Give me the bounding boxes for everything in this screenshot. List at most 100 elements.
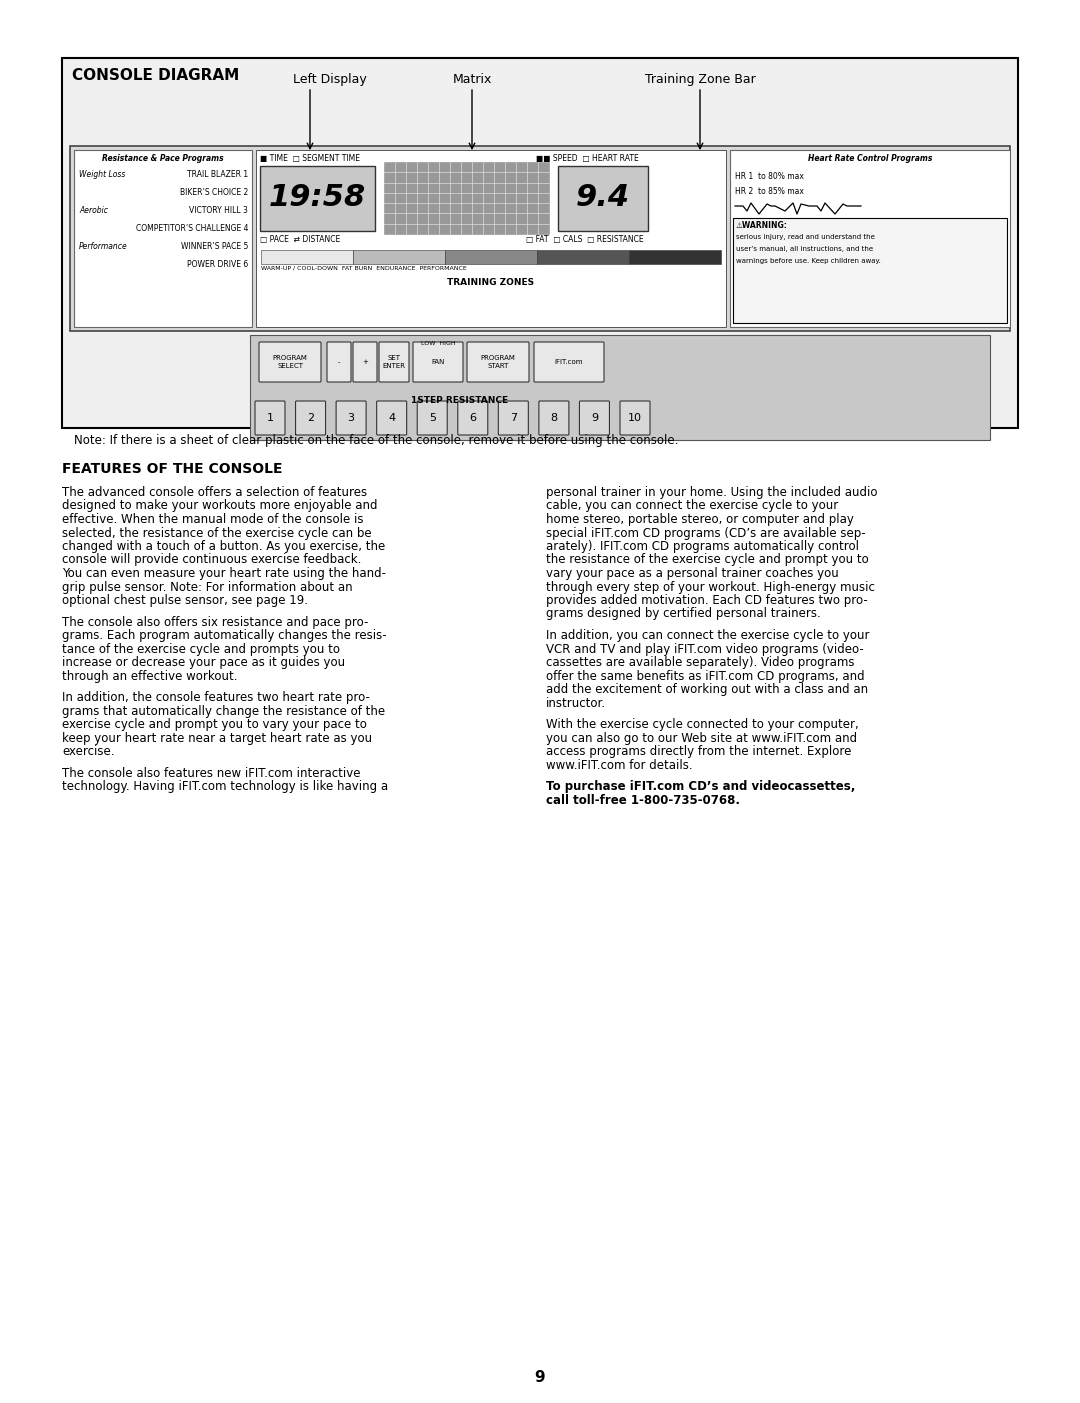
Text: 4: 4: [388, 412, 395, 422]
Text: cable, you can connect the exercise cycle to your: cable, you can connect the exercise cycl…: [546, 499, 838, 512]
Text: □ FAT  □ CALS  □ RESISTANCE: □ FAT □ CALS □ RESISTANCE: [526, 234, 644, 244]
Text: 6: 6: [470, 412, 476, 422]
Bar: [260, 166, 375, 231]
Text: arately). IFIT.com CD programs automatically control: arately). IFIT.com CD programs automatic…: [546, 540, 859, 553]
Text: TRAIL BLAZER 1: TRAIL BLAZER 1: [187, 170, 248, 180]
Text: the resistance of the exercise cycle and prompt you to: the resistance of the exercise cycle and…: [546, 554, 868, 567]
Text: Training Zone Bar: Training Zone Bar: [645, 73, 755, 86]
Text: TRAINING ZONES: TRAINING ZONES: [447, 278, 535, 288]
Text: effective. When the manual mode of the console is: effective. When the manual mode of the c…: [62, 513, 364, 526]
FancyBboxPatch shape: [353, 342, 377, 382]
Text: Weight Loss: Weight Loss: [79, 170, 125, 180]
FancyBboxPatch shape: [580, 401, 609, 435]
Text: PROGRAM
START: PROGRAM START: [481, 355, 515, 369]
Text: LOW  HIGH: LOW HIGH: [421, 341, 456, 347]
Text: PROGRAM
SELECT: PROGRAM SELECT: [272, 355, 308, 369]
Text: keep your heart rate near a target heart rate as you: keep your heart rate near a target heart…: [62, 732, 373, 745]
Text: add the excitement of working out with a class and an: add the excitement of working out with a…: [546, 683, 868, 696]
Text: With the exercise cycle connected to your computer,: With the exercise cycle connected to you…: [546, 718, 859, 731]
FancyBboxPatch shape: [336, 401, 366, 435]
Text: In addition, you can connect the exercise cycle to your: In addition, you can connect the exercis…: [546, 629, 869, 643]
Text: 9.4: 9.4: [576, 184, 630, 212]
Text: 3: 3: [348, 412, 354, 422]
Text: personal trainer in your home. Using the included audio: personal trainer in your home. Using the…: [546, 485, 877, 499]
FancyBboxPatch shape: [327, 342, 351, 382]
Bar: [537, 250, 629, 264]
FancyBboxPatch shape: [498, 401, 528, 435]
Text: special iFIT.com CD programs (CD’s are available sep-: special iFIT.com CD programs (CD’s are a…: [546, 526, 866, 540]
Text: The console also offers six resistance and pace pro-: The console also offers six resistance a…: [62, 616, 368, 629]
Text: ⚠WARNING:: ⚠WARNING:: [735, 222, 788, 230]
Text: optional chest pulse sensor, see page 19.: optional chest pulse sensor, see page 19…: [62, 593, 308, 607]
Text: 2: 2: [307, 412, 314, 422]
Text: 1: 1: [267, 412, 273, 422]
FancyBboxPatch shape: [458, 401, 488, 435]
Text: grams that automatically change the resistance of the: grams that automatically change the resi…: [62, 704, 386, 718]
Text: offer the same benefits as iFIT.com CD programs, and: offer the same benefits as iFIT.com CD p…: [546, 669, 865, 683]
Bar: [629, 250, 721, 264]
Text: vary your pace as a personal trainer coaches you: vary your pace as a personal trainer coa…: [546, 567, 839, 579]
Text: through every step of your workout. High-energy music: through every step of your workout. High…: [546, 581, 875, 593]
Text: grams designed by certified personal trainers.: grams designed by certified personal tra…: [546, 607, 821, 620]
Text: COMPETITOR’S CHALLENGE 4: COMPETITOR’S CHALLENGE 4: [135, 224, 248, 233]
Text: grip pulse sensor. Note: For information about an: grip pulse sensor. Note: For information…: [62, 581, 353, 593]
FancyBboxPatch shape: [413, 342, 463, 382]
Text: The advanced console offers a selection of features: The advanced console offers a selection …: [62, 485, 367, 499]
Text: home stereo, portable stereo, or computer and play: home stereo, portable stereo, or compute…: [546, 513, 854, 526]
Text: provides added motivation. Each CD features two pro-: provides added motivation. Each CD featu…: [546, 593, 867, 607]
Text: console will provide continuous exercise feedback.: console will provide continuous exercise…: [62, 554, 362, 567]
Text: VCR and TV and play iFIT.com video programs (video-: VCR and TV and play iFIT.com video progr…: [546, 643, 864, 655]
Text: cassettes are available separately). Video programs: cassettes are available separately). Vid…: [546, 657, 854, 669]
Text: instructor.: instructor.: [546, 697, 606, 710]
Text: Performance: Performance: [79, 241, 127, 251]
Text: designed to make your workouts more enjoyable and: designed to make your workouts more enjo…: [62, 499, 378, 512]
FancyBboxPatch shape: [377, 401, 407, 435]
Text: 10: 10: [627, 412, 642, 422]
Bar: [249, 335, 990, 441]
Text: Left Display: Left Display: [293, 73, 367, 86]
Text: exercise cycle and prompt you to vary your pace to: exercise cycle and prompt you to vary yo…: [62, 718, 367, 731]
FancyBboxPatch shape: [620, 401, 650, 435]
Text: VICTORY HILL 3: VICTORY HILL 3: [189, 206, 248, 215]
Text: 8: 8: [551, 412, 557, 422]
Text: warnings before use. Keep children away.: warnings before use. Keep children away.: [735, 258, 881, 264]
Text: Heart Rate Control Programs: Heart Rate Control Programs: [808, 154, 932, 163]
Text: 1STEP RESISTANCE: 1STEP RESISTANCE: [411, 396, 509, 405]
Text: 7: 7: [510, 412, 517, 422]
Text: POWER DRIVE 6: POWER DRIVE 6: [187, 260, 248, 269]
Bar: [75, 150, 252, 327]
Text: -: -: [338, 359, 340, 365]
Text: You can even measure your heart rate using the hand-: You can even measure your heart rate usi…: [62, 567, 386, 579]
Text: CONSOLE DIAGRAM: CONSOLE DIAGRAM: [72, 67, 240, 83]
Text: FAN: FAN: [431, 359, 445, 365]
Bar: [384, 161, 549, 234]
Text: 9: 9: [591, 412, 598, 422]
FancyBboxPatch shape: [539, 401, 569, 435]
Text: through an effective workout.: through an effective workout.: [62, 669, 238, 683]
Text: WARM-UP / COOL-DOWN  FAT BURN  ENDURANCE  PERFORMANCE: WARM-UP / COOL-DOWN FAT BURN ENDURANCE P…: [261, 267, 467, 271]
Text: access programs directly from the internet. Explore: access programs directly from the intern…: [546, 745, 851, 758]
Bar: [62, 58, 1018, 428]
Text: ■■ SPEED  □ HEART RATE: ■■ SPEED □ HEART RATE: [536, 154, 638, 163]
Text: exercise.: exercise.: [62, 745, 114, 758]
Bar: [730, 150, 1010, 327]
Text: HR 2  to 85% max: HR 2 to 85% max: [735, 187, 804, 196]
FancyBboxPatch shape: [255, 401, 285, 435]
FancyBboxPatch shape: [379, 342, 409, 382]
Bar: [733, 217, 1007, 323]
FancyBboxPatch shape: [534, 342, 604, 382]
Text: call toll-free 1-800-735-0768.: call toll-free 1-800-735-0768.: [546, 794, 740, 807]
Text: 19:58: 19:58: [268, 184, 366, 212]
Text: Resistance & Pace Programs: Resistance & Pace Programs: [103, 154, 224, 163]
Text: Matrix: Matrix: [453, 73, 491, 86]
Text: □ PACE  ⇄ DISTANCE: □ PACE ⇄ DISTANCE: [260, 234, 340, 244]
Text: user’s manual, all instructions, and the: user’s manual, all instructions, and the: [735, 246, 873, 253]
Bar: [445, 250, 537, 264]
Bar: [70, 146, 1010, 331]
Text: FEATURES OF THE CONSOLE: FEATURES OF THE CONSOLE: [62, 462, 283, 476]
Text: +: +: [362, 359, 368, 365]
Text: iFIT.com: iFIT.com: [555, 359, 583, 365]
Text: HR 1  to 80% max: HR 1 to 80% max: [735, 173, 804, 181]
FancyBboxPatch shape: [259, 342, 321, 382]
Text: selected, the resistance of the exercise cycle can be: selected, the resistance of the exercise…: [62, 526, 372, 540]
